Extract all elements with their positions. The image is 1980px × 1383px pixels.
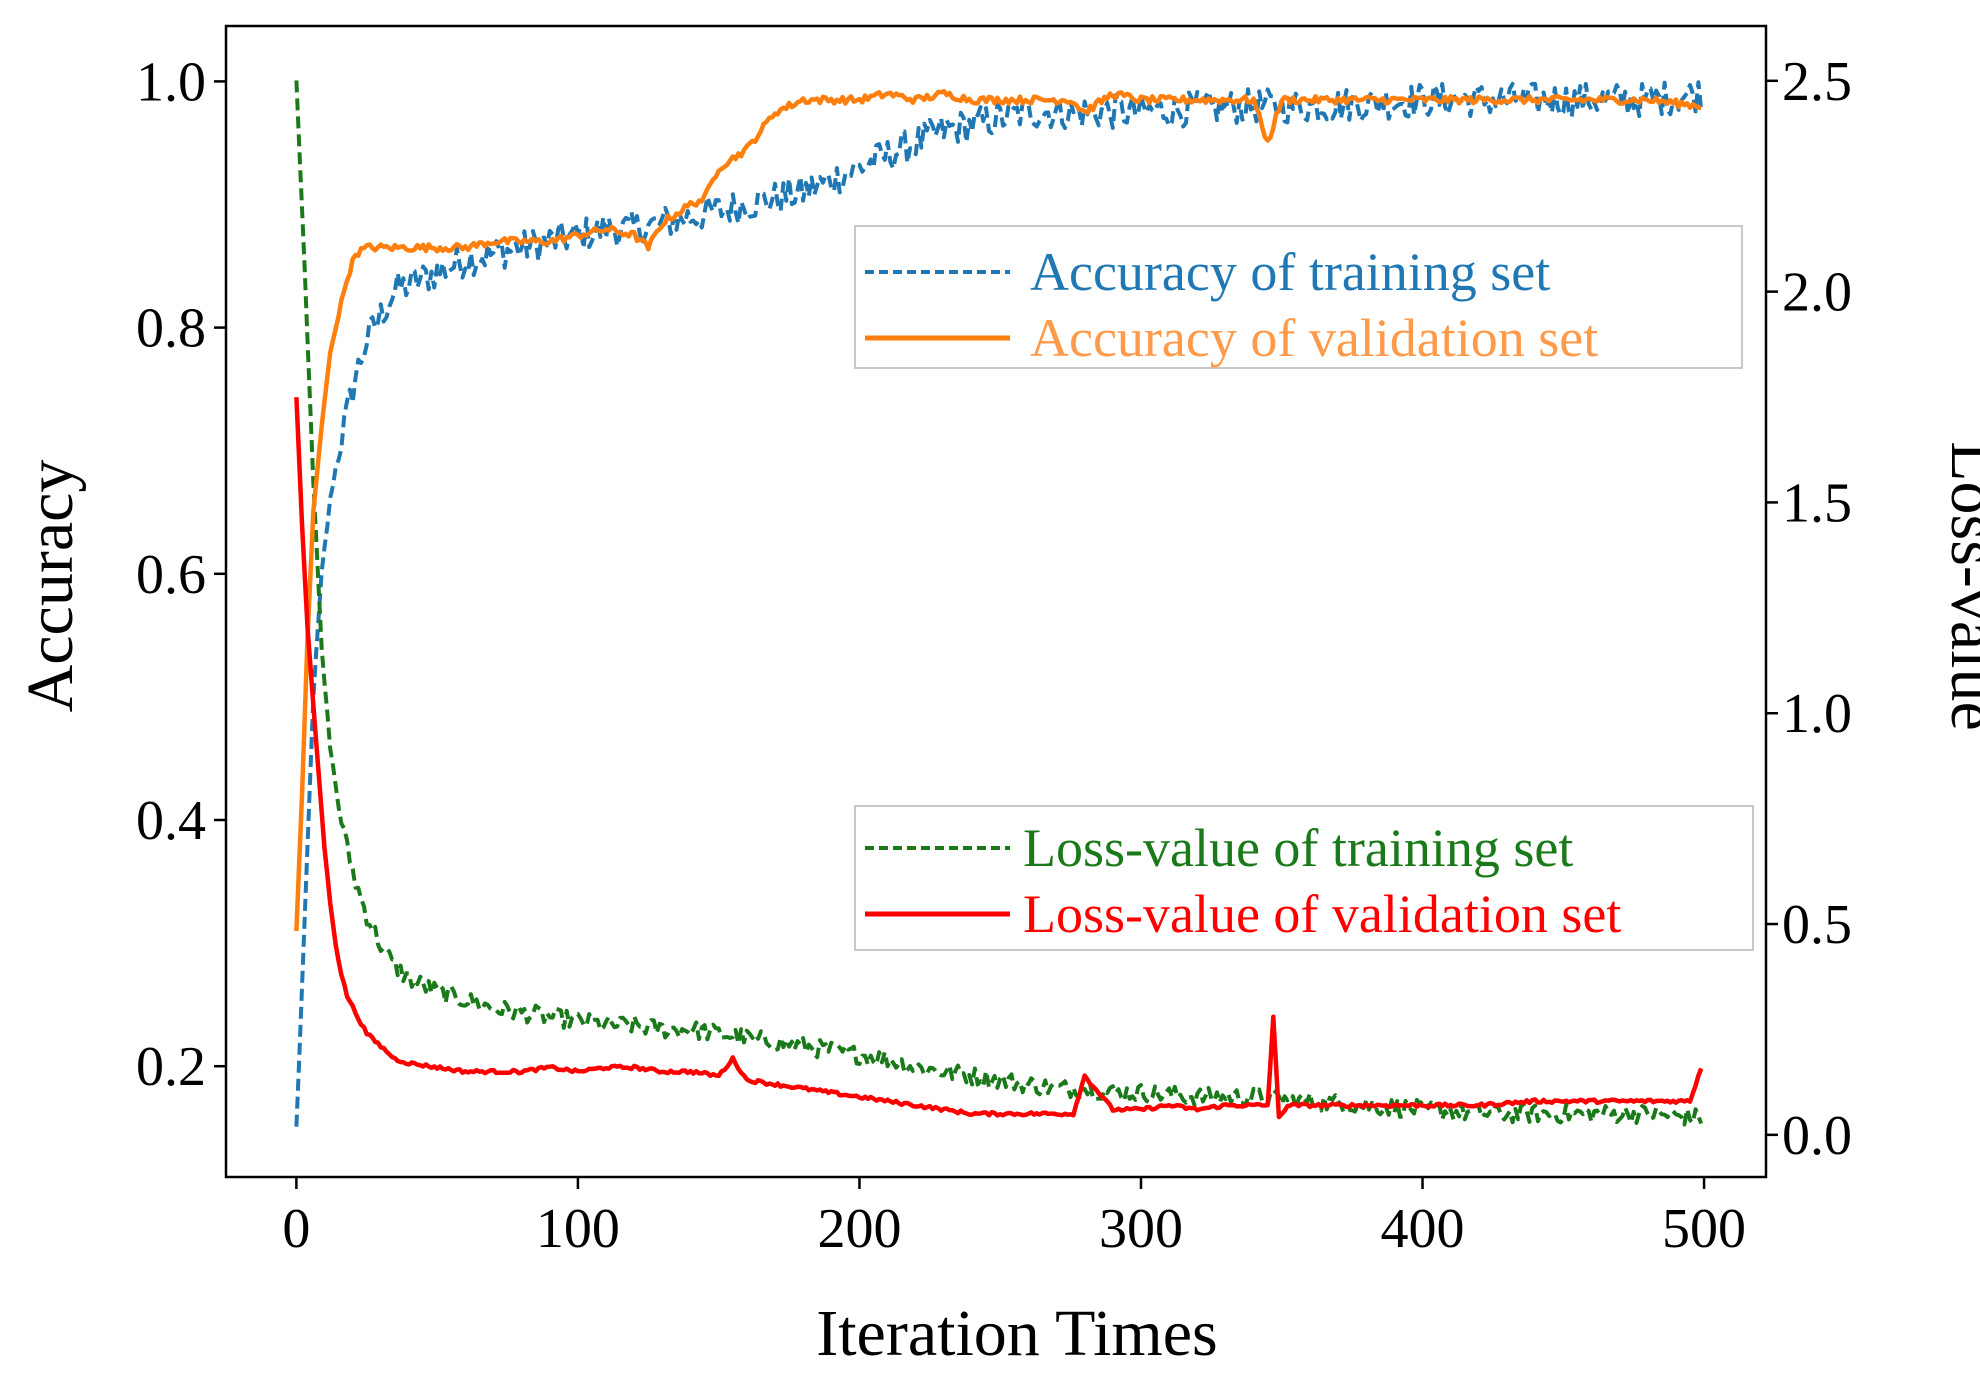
- series-loss-train: [294, 80, 1704, 1127]
- ticks-layer: 0 100 200 300 400 500 0.2 0.4 0.6 0.8 1.0 0.0 0.5 1.0…: [136, 51, 1852, 1260]
- series-layer: [294, 80, 1704, 1127]
- x-tick-label: 500: [1662, 1198, 1746, 1260]
- right-axis-title: Loss-value: [1937, 441, 1980, 731]
- x-axis-title: Iteration Times: [816, 1297, 1218, 1370]
- x-tick-label: 100: [536, 1198, 620, 1260]
- right-tick-label: 1.5: [1782, 472, 1852, 534]
- right-tick-label: 0.0: [1782, 1105, 1852, 1167]
- legend-loss-box: [854, 805, 1754, 951]
- legend-label-loss-train: Loss-value of training set: [1023, 818, 1573, 878]
- left-tick-label: 0.4: [136, 790, 206, 852]
- left-tick-label: 0.6: [136, 544, 206, 606]
- right-tick-label: 2.5: [1782, 51, 1852, 113]
- legend-accuracy-box: [854, 225, 1743, 369]
- legend-label-acc-train: Accuracy of training set: [1030, 242, 1550, 302]
- x-tick-label: 0: [282, 1198, 310, 1260]
- right-tick-label: 2.0: [1782, 262, 1852, 324]
- right-tick-label: 0.5: [1782, 894, 1852, 956]
- x-tick-label: 200: [817, 1198, 901, 1260]
- left-tick-label: 0.8: [136, 298, 206, 360]
- plot-frame: [224, 24, 1768, 1179]
- legend-accuracy: Accuracy of training set Accuracy of val…: [854, 225, 1743, 369]
- legend-loss: Loss-value of training set Loss-value of…: [854, 805, 1754, 951]
- left-axis-title: Accuracy: [14, 460, 87, 713]
- left-tick-label: 0.2: [136, 1036, 206, 1098]
- right-tick-label: 1.0: [1782, 683, 1852, 745]
- series-acc-val: [294, 88, 1702, 932]
- x-tick-label: 400: [1381, 1198, 1465, 1260]
- legend-label-acc-val: Accuracy of validation set: [1030, 308, 1598, 368]
- left-tick-label: 1.0: [136, 51, 206, 113]
- legend-label-loss-val: Loss-value of validation set: [1023, 884, 1621, 944]
- series-loss-val: [294, 397, 1704, 1120]
- x-tick-label: 300: [1099, 1198, 1183, 1260]
